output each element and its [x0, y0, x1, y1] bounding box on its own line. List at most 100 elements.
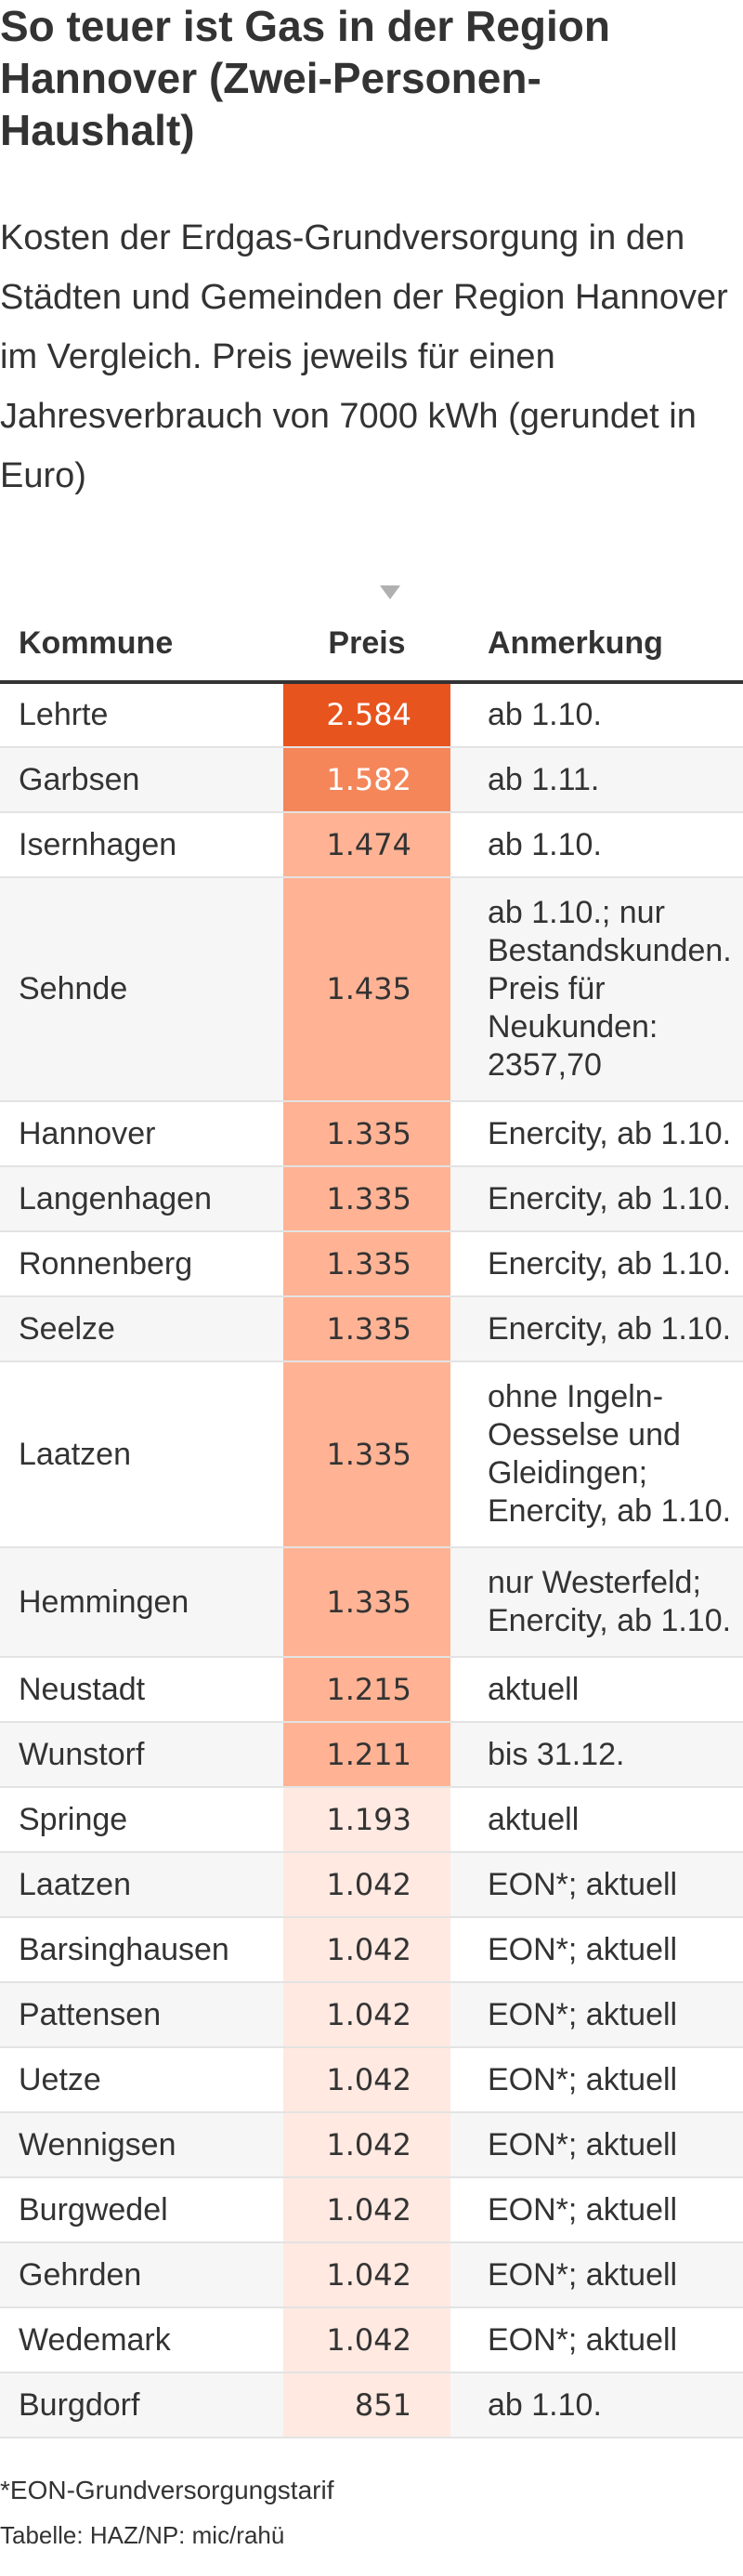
- cell-preis: 1.335: [283, 1101, 450, 1167]
- cell-kommune: Hemmingen: [0, 1547, 283, 1658]
- anmerkung-line: aktuell: [488, 1801, 580, 1837]
- cell-preis: 1.042: [283, 2177, 450, 2243]
- anmerkung-line: ab 1.10.: [488, 697, 602, 732]
- cell-anmerkung: EON*; aktuell: [450, 1852, 743, 1918]
- table-row: Wennigsen 1.042 EON*; aktuell: [0, 2112, 743, 2178]
- cell-kommune: Seelze: [0, 1296, 283, 1362]
- anmerkung-line: EON*; aktuell: [488, 1866, 678, 1902]
- anmerkung-line: EON*; aktuell: [488, 1996, 678, 2032]
- table-row: Ronnenberg 1.335 Enercity, ab 1.10.: [0, 1231, 743, 1297]
- table-row: Hemmingen 1.335 nur Westerfeld; Enercity, a…: [0, 1547, 743, 1658]
- table-row: Seelze 1.335 Enercity, ab 1.10.: [0, 1296, 743, 1362]
- column-header-preis[interactable]: Preis: [283, 606, 450, 684]
- table-body: Lehrte 2.584 ab 1.10. Garbsen 1.582 ab 1.11. I…: [0, 682, 743, 2438]
- table-row: Lehrte 2.584 ab 1.10.: [0, 682, 743, 748]
- sort-descending-icon[interactable]: [380, 585, 400, 599]
- cell-preis: 1.335: [283, 1296, 450, 1362]
- anmerkung-line: Neukunden:: [488, 1009, 658, 1045]
- anmerkung-line: nur Westerfeld;: [488, 1565, 701, 1600]
- cell-preis: 1.042: [283, 2307, 450, 2373]
- table-row: Langenhagen 1.335 Enercity, ab 1.10.: [0, 1166, 743, 1232]
- cell-kommune: Ronnenberg: [0, 1231, 283, 1297]
- anmerkung-line: EON*; aktuell: [488, 2321, 678, 2358]
- cell-anmerkung: EON*; aktuell: [450, 1982, 743, 2048]
- cell-preis: 1.042: [283, 2242, 450, 2308]
- cell-anmerkung: Enercity, ab 1.10.: [450, 1231, 743, 1297]
- anmerkung-line: EON*; aktuell: [488, 1931, 678, 1967]
- table-row: Pattensen 1.042 EON*; aktuell: [0, 1982, 743, 2048]
- table-row: Wedemark 1.042 EON*; aktuell: [0, 2307, 743, 2373]
- cell-kommune: Lehrte: [0, 682, 283, 748]
- page-subtitle: Kosten der Erdgas-Grundversorgung in den…: [0, 218, 728, 495]
- anmerkung-line: 2357,70: [488, 1047, 602, 1083]
- anmerkung-line: Enercity, ab 1.10.: [488, 1115, 732, 1151]
- cell-kommune: Springe: [0, 1787, 283, 1853]
- anmerkung-line: ohne Ingeln-: [488, 1379, 664, 1414]
- table-header-row: Kommune Preis Anmerkung: [0, 606, 743, 684]
- cell-anmerkung: ab 1.10.: [450, 812, 743, 878]
- cell-preis: 1.211: [283, 1722, 450, 1788]
- anmerkung-line: ab 1.10.; nur: [488, 895, 665, 930]
- cell-anmerkung: ohne Ingeln- Oesselse und Gleidingen; Enerc…: [450, 1361, 743, 1548]
- cell-anmerkung: EON*; aktuell: [450, 2242, 743, 2308]
- cell-preis: 1.474: [283, 812, 450, 878]
- cell-anmerkung: ab 1.10.: [450, 2372, 743, 2438]
- cell-kommune: Burgwedel: [0, 2177, 283, 2243]
- table-row: Sehnde 1.435 ab 1.10.; nur Bestandskunden. P…: [0, 877, 743, 1102]
- table-row: Laatzen 1.042 EON*; aktuell: [0, 1852, 743, 1918]
- column-header-kommune[interactable]: Kommune: [0, 606, 283, 684]
- cell-kommune: Pattensen: [0, 1982, 283, 2048]
- cell-kommune: Wedemark: [0, 2307, 283, 2373]
- cell-kommune: Barsinghausen: [0, 1917, 283, 1983]
- cell-preis: 1.042: [283, 2112, 450, 2178]
- table-row: Gehrden 1.042 EON*; aktuell: [0, 2242, 743, 2308]
- cell-anmerkung: EON*; aktuell: [450, 2307, 743, 2373]
- anmerkung-line: aktuell: [488, 1671, 580, 1707]
- cell-preis: 1.435: [283, 877, 450, 1102]
- anmerkung-line: Enercity, ab 1.10.: [488, 1245, 732, 1281]
- cell-anmerkung: nur Westerfeld; Enercity, ab 1.10.: [450, 1547, 743, 1658]
- cell-kommune: Uetze: [0, 2047, 283, 2113]
- anmerkung-line: Enercity, ab 1.10.: [488, 1493, 732, 1529]
- cell-anmerkung: Enercity, ab 1.10.: [450, 1296, 743, 1362]
- cell-kommune: Laatzen: [0, 1361, 283, 1548]
- anmerkung-line: Oesselse und: [488, 1417, 681, 1452]
- cell-anmerkung: EON*; aktuell: [450, 2112, 743, 2178]
- anmerkung-line: Preis für: [488, 971, 606, 1006]
- cell-kommune: Gehrden: [0, 2242, 283, 2308]
- cell-preis: 1.215: [283, 1657, 450, 1723]
- cell-kommune: Hannover: [0, 1101, 283, 1167]
- cell-preis: 2.584: [283, 682, 450, 748]
- cell-anmerkung: ab 1.10.: [450, 682, 743, 748]
- footnote: *EON-Grundversorgungstarif: [0, 2476, 334, 2504]
- cell-preis: 1.042: [283, 2047, 450, 2113]
- cell-anmerkung: Enercity, ab 1.10.: [450, 1166, 743, 1232]
- cell-preis: 1.193: [283, 1787, 450, 1853]
- table-row: Burgdorf 851 ab 1.10.: [0, 2372, 743, 2438]
- cell-kommune: Isernhagen: [0, 812, 283, 878]
- anmerkung-line: ab 1.10.: [488, 826, 602, 862]
- anmerkung-line: EON*; aktuell: [488, 2061, 678, 2097]
- anmerkung-line: Enercity, ab 1.10.: [488, 1180, 732, 1216]
- anmerkung-line: ab 1.11.: [488, 761, 600, 797]
- cell-kommune: Sehnde: [0, 877, 283, 1102]
- cell-kommune: Wunstorf: [0, 1722, 283, 1788]
- cell-kommune: Wennigsen: [0, 2112, 283, 2178]
- anmerkung-line: Enercity, ab 1.10.: [488, 1310, 732, 1347]
- cell-anmerkung: ab 1.11.: [450, 747, 743, 813]
- price-table: Kommune Preis Anmerkung Lehrte 2.584 ab 1.…: [0, 606, 743, 2438]
- table-row: Barsinghausen 1.042 EON*; aktuell: [0, 1917, 743, 1983]
- cell-kommune: Neustadt: [0, 1657, 283, 1723]
- table-row: Isernhagen 1.474 ab 1.10.: [0, 812, 743, 878]
- table-row: Garbsen 1.582 ab 1.11.: [0, 747, 743, 813]
- anmerkung-line: Enercity, ab 1.10.: [488, 1603, 732, 1638]
- cell-kommune: Langenhagen: [0, 1166, 283, 1232]
- page-title: So teuer ist Gas in der Region Hannover …: [0, 2, 610, 154]
- cell-preis: 1.042: [283, 1852, 450, 1918]
- cell-kommune: Burgdorf: [0, 2372, 283, 2438]
- cell-anmerkung: EON*; aktuell: [450, 2177, 743, 2243]
- anmerkung-line: Bestandskunden.: [488, 933, 732, 968]
- cell-preis: 1.042: [283, 1982, 450, 2048]
- column-header-anmerkung[interactable]: Anmerkung: [450, 606, 743, 684]
- table-row: Hannover 1.335 Enercity, ab 1.10.: [0, 1101, 743, 1167]
